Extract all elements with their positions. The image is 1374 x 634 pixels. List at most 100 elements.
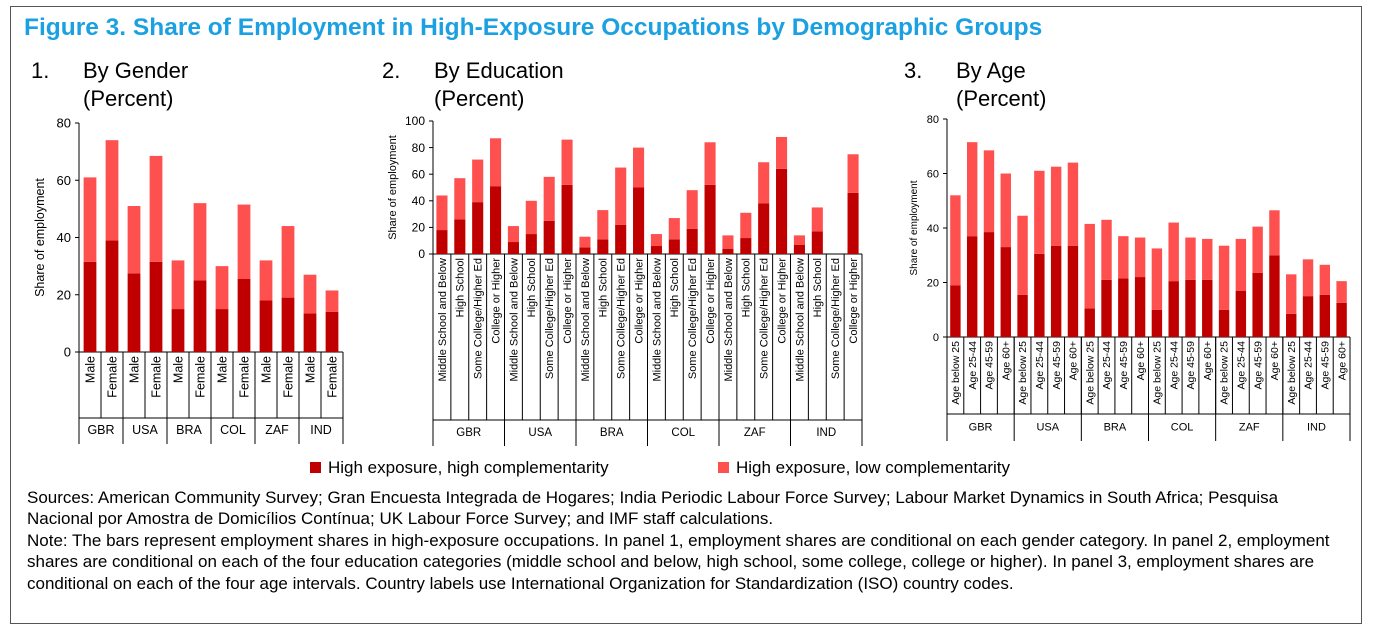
panel-3-label: By Age	[956, 58, 1026, 83]
bar-col-college-or-higher-high-exposure-high-complementarity	[704, 184, 716, 254]
bar-bra-female-high-exposure-low-complementarity	[193, 203, 207, 281]
panel-1-label: By Gender	[83, 58, 189, 83]
bar-usa-age-45-59-high-exposure-high-complementarity	[1050, 245, 1062, 337]
bar-gbr-some-college-higher-ed-high-exposure-low-complementarity	[472, 159, 484, 203]
bar-usa-college-or-higher-high-exposure-high-complementarity	[561, 184, 573, 254]
category-label: Age 25-44	[1168, 341, 1180, 390]
category-label: Some College/Higher Ed	[687, 258, 699, 379]
legend-item-low-comp: High exposure, low complementarity	[718, 458, 1010, 478]
group-label: USA	[1036, 422, 1059, 434]
panel-2-label: By Education	[434, 58, 564, 83]
category-label: Age 25-44	[1303, 341, 1315, 390]
category-label: High School	[455, 258, 467, 317]
bar-col-age-60-high-exposure-high-complementarity	[1202, 279, 1213, 337]
bar-bra-age-below-25-high-exposure-high-complementarity	[1084, 308, 1095, 337]
bar-gbr-age-25-44-high-exposure-low-complementarity	[966, 142, 978, 237]
bar-zaf-age-45-59-high-exposure-low-complementarity	[1252, 226, 1263, 273]
group-label: COL	[220, 423, 246, 437]
bar-bra-college-or-higher-high-exposure-low-complementarity	[633, 147, 645, 188]
category-label: Age 60+	[1135, 341, 1147, 380]
bar-usa-male-high-exposure-low-complementarity	[127, 206, 141, 274]
category-label: College or Higher	[776, 258, 788, 344]
y-tick-label: 0	[64, 345, 71, 360]
bar-bra-some-college-higher-ed-high-exposure-high-complementarity	[615, 224, 627, 254]
bar-zaf-age-60-high-exposure-low-complementarity	[1269, 210, 1280, 256]
bar-zaf-age-25-44-high-exposure-low-complementarity	[1235, 238, 1247, 291]
category-label: Age 25-44	[1034, 341, 1046, 390]
y-axis-label: Share of employment	[387, 135, 399, 240]
y-tick-label: 40	[57, 230, 71, 245]
bar-ind-male-high-exposure-high-complementarity	[303, 313, 317, 352]
category-label: Male	[171, 356, 185, 383]
bar-col-some-college-higher-ed-high-exposure-high-complementarity	[686, 228, 698, 254]
category-label: Male	[127, 356, 141, 383]
category-label: Some College/Higher Ed	[616, 258, 628, 379]
bar-gbr-age-25-44-high-exposure-high-complementarity	[966, 236, 978, 337]
category-label: Female	[281, 356, 295, 398]
bar-zaf-female-high-exposure-low-complementarity	[281, 226, 295, 298]
group-label: USA	[528, 427, 552, 439]
bar-bra-college-or-higher-high-exposure-high-complementarity	[633, 187, 645, 254]
bar-gbr-college-or-higher-high-exposure-low-complementarity	[490, 138, 502, 187]
bar-gbr-female-high-exposure-high-complementarity	[105, 240, 119, 352]
bar-zaf-age-60-high-exposure-high-complementarity	[1269, 255, 1280, 337]
figure-frame	[10, 6, 1362, 624]
bar-col-college-or-higher-high-exposure-low-complementarity	[704, 142, 716, 185]
category-label: High School	[526, 258, 538, 317]
category-label: Middle School and Below	[437, 258, 449, 382]
bar-ind-high-school-high-exposure-high-complementarity	[811, 231, 823, 254]
bar-bra-male-high-exposure-high-complementarity	[171, 309, 185, 352]
bar-gbr-age-45-59-high-exposure-low-complementarity	[983, 150, 995, 233]
category-label: College or Higher	[562, 258, 574, 344]
bar-col-age-25-44-high-exposure-low-complementarity	[1168, 222, 1179, 282]
bar-usa-middle-school-and-below-high-exposure-high-complementarity	[507, 242, 519, 254]
bar-gbr-male-high-exposure-high-complementarity	[83, 261, 97, 352]
bar-col-high-school-high-exposure-high-complementarity	[668, 239, 680, 254]
category-label: Age below 25	[1286, 341, 1298, 405]
group-label: GBR	[969, 422, 993, 434]
category-label: Female	[237, 356, 251, 398]
category-label: Middle School and Below	[794, 258, 806, 382]
category-label: Middle School and Below	[651, 258, 663, 382]
bar-col-male-high-exposure-high-complementarity	[215, 309, 229, 352]
category-label: Age 45-59	[1319, 341, 1331, 390]
bar-col-age-45-59-high-exposure-low-complementarity	[1185, 237, 1196, 280]
bar-zaf-high-school-high-exposure-high-complementarity	[740, 238, 752, 254]
bar-usa-high-school-high-exposure-high-complementarity	[525, 234, 537, 254]
bar-gbr-high-school-high-exposure-low-complementarity	[454, 178, 466, 220]
bar-ind-middle-school-and-below-high-exposure-low-complementarity	[793, 235, 805, 245]
bar-col-age-25-44-high-exposure-high-complementarity	[1168, 281, 1179, 337]
bar-zaf-middle-school-and-below-high-exposure-high-complementarity	[722, 248, 734, 254]
y-tick-label: 60	[412, 167, 426, 181]
bar-ind-age-45-59-high-exposure-high-complementarity	[1319, 294, 1331, 337]
category-label: Male	[259, 356, 273, 383]
category-label: College or Higher	[705, 258, 717, 344]
category-label: Age below 25	[1152, 341, 1164, 405]
legend-label-low-comp: High exposure, low complementarity	[736, 458, 1011, 477]
bar-zaf-middle-school-and-below-high-exposure-low-complementarity	[722, 235, 734, 249]
bar-ind-female-high-exposure-low-complementarity	[325, 290, 339, 312]
bar-zaf-some-college-higher-ed-high-exposure-high-complementarity	[758, 203, 770, 254]
bar-col-female-high-exposure-high-complementarity	[237, 279, 251, 352]
bar-gbr-college-or-higher-high-exposure-high-complementarity	[490, 186, 502, 254]
bar-bra-middle-school-and-below-high-exposure-low-complementarity	[579, 236, 591, 248]
group-label: ZAF	[265, 423, 289, 437]
bar-usa-age-25-44-high-exposure-high-complementarity	[1034, 253, 1045, 337]
bar-usa-age-below-25-high-exposure-low-complementarity	[1017, 215, 1028, 295]
category-label: Male	[215, 356, 229, 383]
group-label: GBR	[87, 423, 114, 437]
legend-label-high-comp: High exposure, high complementarity	[328, 458, 609, 477]
group-label: ZAF	[1239, 422, 1260, 434]
bar-col-some-college-higher-ed-high-exposure-low-complementarity	[686, 190, 698, 229]
category-label: Age 60+	[1000, 341, 1012, 380]
bar-col-middle-school-and-below-high-exposure-high-complementarity	[650, 246, 662, 254]
y-tick-label: 20	[57, 287, 71, 302]
bar-ind-male-high-exposure-low-complementarity	[303, 274, 317, 314]
bar-bra-female-high-exposure-high-complementarity	[193, 280, 207, 352]
bar-col-male-high-exposure-low-complementarity	[215, 266, 229, 310]
bar-ind-age-60-high-exposure-high-complementarity	[1336, 302, 1347, 337]
y-tick-label: 100	[405, 114, 425, 128]
y-tick-label: 40	[412, 194, 426, 208]
bar-ind-female-high-exposure-high-complementarity	[325, 311, 339, 352]
group-label: BRA	[600, 427, 624, 439]
